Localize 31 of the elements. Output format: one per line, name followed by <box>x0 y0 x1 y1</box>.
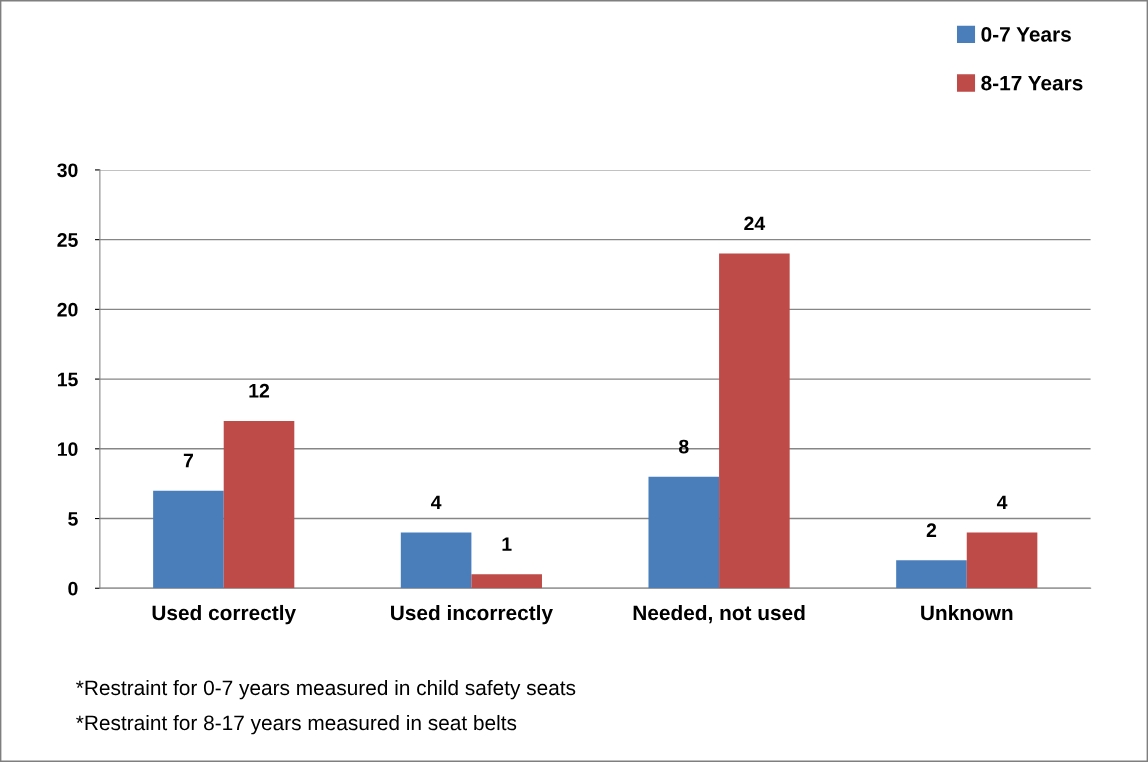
legend-label: 8-17 Years <box>981 75 1083 91</box>
data-label: 4 <box>430 495 442 510</box>
x-tick-label: Used incorrectly <box>391 604 553 625</box>
bar <box>153 490 224 589</box>
bar <box>719 253 790 589</box>
y-tick-label: 15 <box>57 372 78 387</box>
x-tick-label: Unknown <box>921 604 1013 621</box>
bar <box>966 532 1038 589</box>
data-label: 8 <box>678 439 689 454</box>
y-tick-label: 5 <box>68 512 78 526</box>
data-label: 1 <box>502 537 512 551</box>
x-tick-label: Used correctly <box>152 604 296 625</box>
bar <box>648 476 720 589</box>
data-label: 7 <box>183 453 193 468</box>
legend-label: 0-7 Years <box>981 27 1071 42</box>
bar <box>400 532 472 589</box>
y-tick-label: 10 <box>57 442 78 457</box>
bar <box>896 560 967 589</box>
data-label: 12 <box>249 383 270 398</box>
y-tick-label: 0 <box>68 581 78 596</box>
text: *Restraint for 8-17 years measured in seat belts <box>76 714 517 735</box>
y-tick-label: 20 <box>57 302 78 317</box>
data-label: 2 <box>926 523 937 537</box>
x-tick-label: Needed, not used <box>633 604 805 624</box>
data-label: 4 <box>996 495 1008 510</box>
y-tick-label: 30 <box>57 163 78 178</box>
y-tick-label: 25 <box>57 233 78 247</box>
data-label: 24 <box>744 216 766 231</box>
bar <box>471 574 542 589</box>
text: *Restraint for 0-7 years measured in child safety seats <box>76 679 576 700</box>
bar <box>223 420 295 589</box>
